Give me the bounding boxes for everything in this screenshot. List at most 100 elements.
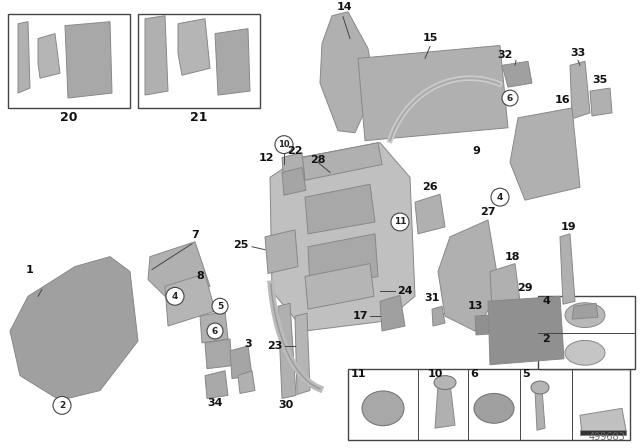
- Text: 4: 4: [542, 296, 550, 306]
- Text: 6: 6: [507, 94, 513, 103]
- Text: 21: 21: [190, 112, 208, 125]
- Circle shape: [166, 287, 184, 305]
- Polygon shape: [282, 168, 306, 195]
- Text: 35: 35: [593, 75, 607, 85]
- Circle shape: [391, 213, 409, 231]
- Ellipse shape: [362, 391, 404, 426]
- Circle shape: [207, 323, 223, 339]
- Text: 17: 17: [353, 311, 368, 321]
- Text: 15: 15: [422, 34, 438, 43]
- Polygon shape: [570, 61, 590, 119]
- Polygon shape: [238, 370, 255, 393]
- Text: 4: 4: [172, 292, 178, 301]
- Text: 8: 8: [196, 271, 204, 281]
- Text: 20: 20: [60, 112, 77, 125]
- Polygon shape: [380, 295, 405, 331]
- Polygon shape: [282, 153, 305, 184]
- Polygon shape: [302, 142, 382, 180]
- Text: 30: 30: [278, 401, 294, 410]
- Bar: [8, 14, 130, 108]
- Polygon shape: [230, 346, 252, 379]
- Text: 2: 2: [542, 334, 550, 344]
- Circle shape: [491, 188, 509, 206]
- Text: 12: 12: [259, 152, 274, 163]
- Polygon shape: [502, 61, 532, 87]
- Text: 11: 11: [394, 217, 406, 226]
- Text: 13: 13: [467, 301, 483, 311]
- Polygon shape: [215, 29, 250, 95]
- Polygon shape: [145, 16, 168, 95]
- Polygon shape: [415, 194, 445, 234]
- Text: 31: 31: [424, 293, 440, 303]
- Polygon shape: [18, 22, 30, 93]
- Text: 26: 26: [422, 182, 438, 192]
- Polygon shape: [432, 306, 445, 326]
- Polygon shape: [320, 12, 375, 133]
- Text: 5: 5: [522, 369, 530, 379]
- Polygon shape: [278, 303, 296, 398]
- Text: 25: 25: [232, 240, 248, 250]
- Circle shape: [53, 396, 71, 414]
- Text: 10: 10: [428, 369, 443, 379]
- Text: 22: 22: [287, 146, 303, 155]
- Ellipse shape: [565, 303, 605, 327]
- Polygon shape: [270, 142, 415, 331]
- Circle shape: [275, 136, 293, 154]
- Ellipse shape: [474, 393, 514, 423]
- Ellipse shape: [565, 340, 605, 365]
- Text: 18: 18: [504, 252, 520, 262]
- Ellipse shape: [434, 375, 456, 389]
- Polygon shape: [308, 234, 378, 289]
- Polygon shape: [178, 19, 210, 75]
- Text: 29: 29: [517, 283, 533, 293]
- Text: 14: 14: [337, 2, 353, 12]
- Polygon shape: [305, 184, 375, 234]
- Text: 11: 11: [350, 369, 365, 379]
- Text: 6: 6: [470, 369, 478, 379]
- Text: 16: 16: [554, 95, 570, 105]
- Bar: [538, 296, 635, 369]
- Ellipse shape: [531, 381, 549, 394]
- Polygon shape: [38, 34, 60, 78]
- Text: 2: 2: [59, 401, 65, 410]
- Polygon shape: [572, 303, 598, 319]
- Polygon shape: [200, 311, 228, 343]
- Polygon shape: [65, 22, 112, 98]
- Text: 499683: 499683: [589, 432, 625, 442]
- Polygon shape: [435, 383, 455, 428]
- Text: 24: 24: [397, 286, 413, 297]
- Polygon shape: [590, 88, 612, 116]
- Text: 33: 33: [570, 48, 586, 58]
- Text: 7: 7: [191, 230, 199, 240]
- Text: 27: 27: [480, 207, 496, 217]
- Text: 1: 1: [26, 264, 34, 275]
- Text: 4: 4: [497, 193, 503, 202]
- Text: 34: 34: [207, 398, 223, 409]
- Polygon shape: [475, 314, 502, 335]
- Text: 23: 23: [268, 341, 283, 351]
- Text: 28: 28: [310, 155, 326, 165]
- Text: 9: 9: [472, 146, 480, 155]
- Polygon shape: [560, 234, 575, 304]
- Polygon shape: [305, 263, 374, 309]
- Polygon shape: [205, 370, 228, 398]
- Text: 10: 10: [278, 140, 290, 149]
- Polygon shape: [580, 408, 626, 435]
- Text: 32: 32: [497, 50, 513, 60]
- Text: 19: 19: [560, 222, 576, 232]
- Polygon shape: [580, 430, 626, 435]
- Polygon shape: [488, 296, 564, 365]
- Polygon shape: [165, 274, 215, 326]
- Polygon shape: [510, 108, 580, 200]
- Text: 3: 3: [244, 339, 252, 349]
- Text: 5: 5: [217, 302, 223, 311]
- Circle shape: [502, 90, 518, 106]
- Polygon shape: [490, 263, 520, 309]
- Polygon shape: [205, 339, 232, 369]
- Circle shape: [212, 298, 228, 314]
- Bar: [138, 14, 260, 108]
- Polygon shape: [10, 257, 138, 401]
- Text: 6: 6: [212, 327, 218, 336]
- Bar: [348, 369, 630, 440]
- Polygon shape: [295, 313, 310, 394]
